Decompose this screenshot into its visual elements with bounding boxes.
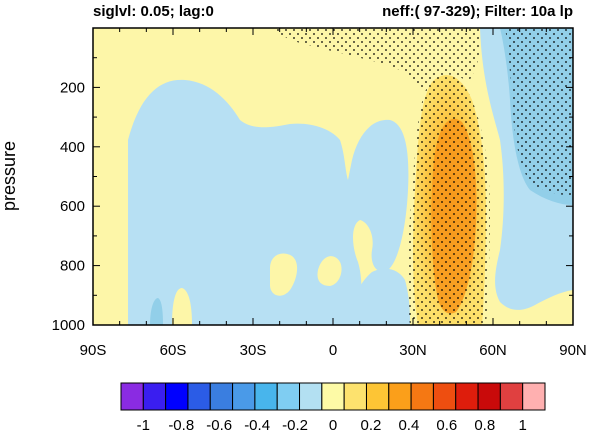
x-tick-label: 90N — [559, 342, 587, 359]
x-tick-label: 60S — [160, 342, 187, 359]
region-island-c — [317, 256, 342, 286]
title-left: siglvl: 0.05; lag:0 — [93, 3, 214, 20]
stipple-north — [505, 28, 573, 196]
colorbar-box — [209, 382, 234, 411]
axis-ticks — [92, 28, 574, 326]
colorbar-box — [388, 382, 412, 411]
region-spot-blue — [150, 298, 163, 325]
x-tick-label: 0 — [329, 342, 337, 359]
x-tick-labels: 90S 60S 30S 0 30N 60N 90N — [80, 342, 587, 359]
colorbar-box — [477, 382, 501, 411]
colorbar-label: 0.6 — [436, 417, 457, 431]
colorbar-box — [522, 382, 546, 411]
x-tick-label: 30S — [240, 342, 267, 359]
title-right: neff:( 97-329); Filter: 10a lp — [382, 3, 573, 20]
colorbar-label: -0.6 — [206, 417, 232, 431]
colorbar-label: -0.4 — [244, 417, 270, 431]
region-island-a — [270, 253, 298, 296]
colorbar-box — [432, 382, 457, 411]
colorbar-box — [187, 382, 211, 411]
colorbar-box — [499, 382, 524, 411]
colorbar-label: 0 — [329, 417, 337, 431]
colorbar-box — [321, 382, 345, 411]
colorbar-label: 0.2 — [361, 417, 382, 431]
y-tick-label: 400 — [60, 139, 85, 156]
colorbar-box — [455, 382, 479, 411]
y-tick-label: 200 — [60, 79, 85, 96]
y-tick-label: 1000 — [52, 317, 85, 334]
region-island-b — [172, 288, 192, 325]
colorbar-box — [410, 382, 434, 411]
colorbar — [120, 382, 546, 411]
colorbar-box — [365, 382, 390, 411]
colorbar-label: 0.8 — [474, 417, 495, 431]
stipple-upper — [270, 28, 481, 88]
x-tick-label: 90S — [80, 342, 107, 359]
colorbar-box — [165, 382, 189, 411]
colorbar-box — [343, 382, 367, 411]
y-tick-label: 600 — [60, 198, 85, 215]
colorbar-box — [142, 382, 167, 411]
region-negative-lowlevel — [351, 268, 410, 325]
colorbar-box — [120, 382, 144, 411]
colorbar-box — [299, 382, 323, 411]
colorbar-label: -1 — [137, 417, 150, 431]
colorbar-box — [276, 382, 301, 411]
colorbar-box — [254, 382, 278, 411]
stipple-core — [407, 75, 490, 325]
colorbar-label: -0.8 — [168, 417, 194, 431]
contour-field — [93, 28, 573, 325]
x-tick-label: 60N — [479, 342, 507, 359]
y-axis-label: pressure — [0, 141, 19, 211]
colorbar-box — [232, 382, 256, 411]
x-tick-label: 30N — [399, 342, 427, 359]
colorbar-label: -0.2 — [282, 417, 308, 431]
colorbar-label: 0.4 — [398, 417, 419, 431]
y-tick-label: 800 — [60, 258, 85, 275]
colorbar-labels: -1 -0.8 -0.6 -0.4 -0.2 0 0.2 0.4 0.6 0.8 1 — [137, 417, 527, 431]
colorbar-label: 1 — [519, 417, 527, 431]
y-tick-labels: 200 400 600 800 1000 — [52, 79, 85, 334]
